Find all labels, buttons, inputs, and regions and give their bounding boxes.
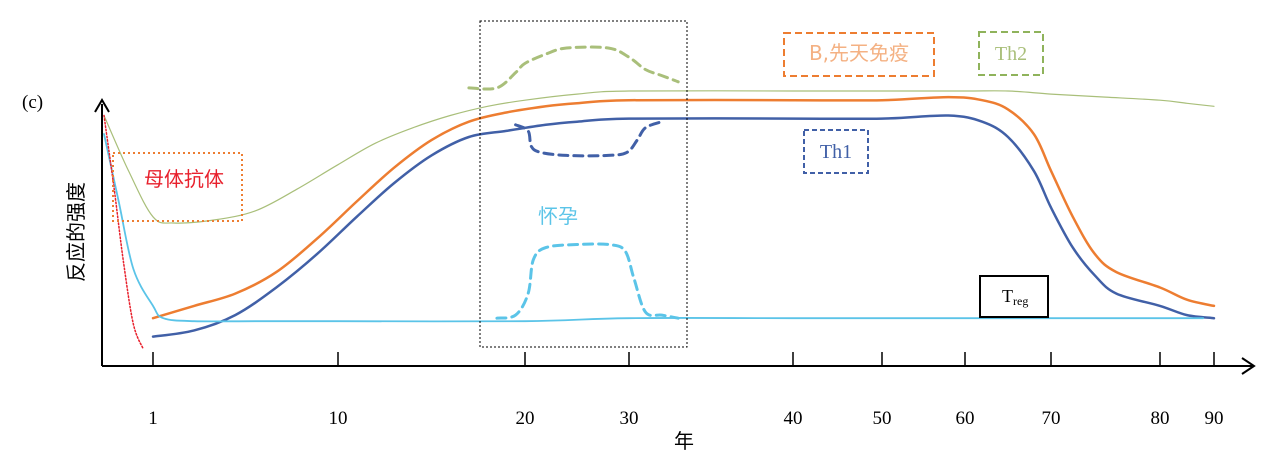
x-axis-arrow: [1241, 357, 1256, 375]
x-tick-label-50: 50: [873, 408, 892, 429]
maternal-antibody-box: [112, 152, 243, 222]
x-tick-label-1: 1: [148, 408, 158, 429]
pregnancy-window-box: [479, 20, 688, 348]
x-tick-label-60: 60: [956, 408, 975, 429]
th2-curve: [103, 90, 1215, 224]
x-tick-label-20: 20: [516, 408, 535, 429]
x-tick-label-90: 90: [1205, 408, 1224, 429]
x-axis-ticks: 1 10 20 30 40 50 60 70 80 90: [148, 352, 1224, 429]
th2-bump-curve: [467, 45, 680, 91]
th1-curve: [151, 114, 1216, 338]
pregnancy-bump-curve: [495, 242, 680, 320]
x-tick-label-30: 30: [620, 408, 639, 429]
b-innate-curve: [151, 95, 1216, 320]
x-tick-label-70: 70: [1042, 408, 1061, 429]
th1-label: Th1: [820, 141, 852, 163]
x-tick-label-40: 40: [784, 408, 803, 429]
th2-box: [978, 31, 1044, 76]
y-axis-arrow: [94, 98, 110, 113]
th1-bump-curve: [514, 120, 664, 158]
maternal-antibody-curve: [103, 114, 144, 350]
b-innate-label: B,先天免疫: [809, 41, 909, 65]
x-axis-label: 年: [674, 429, 694, 453]
treg-label-main: T: [1002, 286, 1013, 306]
b-innate-box: [783, 32, 935, 77]
treg-box: [979, 275, 1049, 318]
treg-label: Treg: [1002, 286, 1028, 308]
panel-label: (c): [22, 92, 43, 113]
th1-box: [803, 129, 869, 174]
x-tick-label-10: 10: [329, 408, 348, 429]
treg-label-sub: reg: [1013, 294, 1028, 308]
curves-layer: [103, 45, 1216, 350]
maternal-antibody-label: 母体抗体: [144, 167, 224, 191]
x-tick-label-80: 80: [1151, 408, 1170, 429]
th2-label: Th2: [995, 43, 1027, 65]
pregnancy-baseline-curve: [103, 133, 1205, 323]
pregnancy-label: 怀孕: [538, 204, 578, 228]
y-axis-label: 反应的强度: [64, 182, 88, 282]
